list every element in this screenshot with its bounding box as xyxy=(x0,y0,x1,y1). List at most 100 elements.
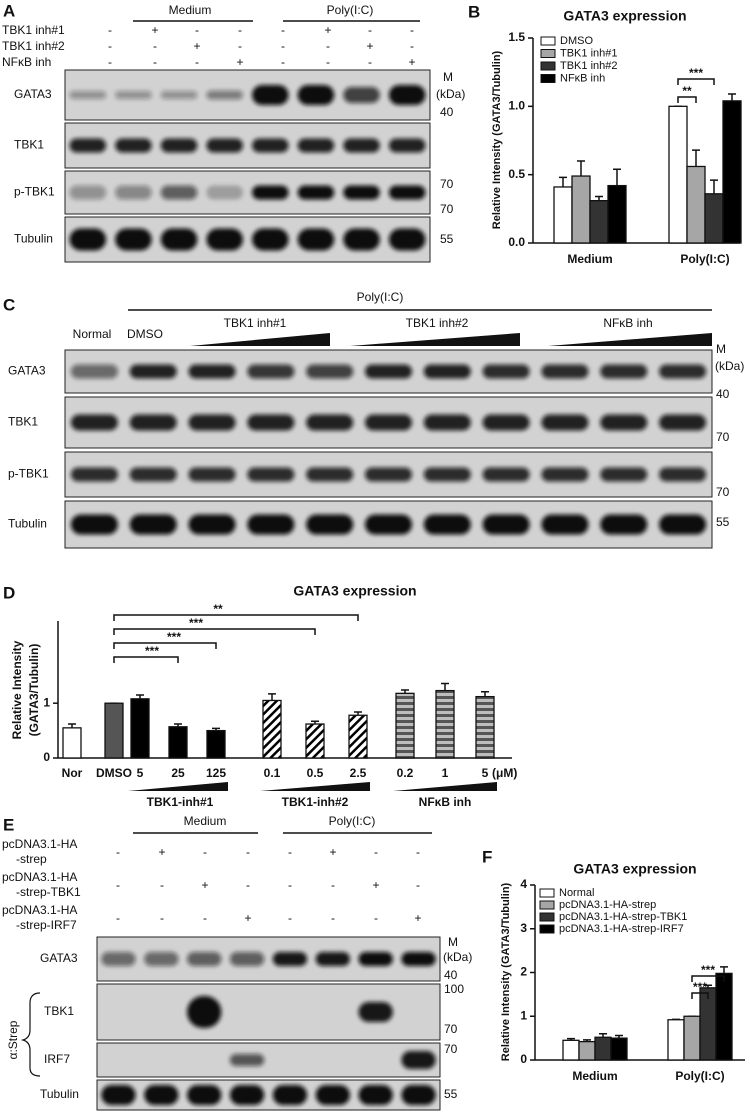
marker: 40 xyxy=(716,387,730,401)
sign: - xyxy=(195,23,199,37)
sign: - xyxy=(116,845,120,859)
sign: - xyxy=(374,845,378,859)
panel-letter: A xyxy=(3,1,15,20)
significance-bracket xyxy=(691,975,725,982)
bar xyxy=(562,1039,580,1061)
sign: - xyxy=(331,878,335,892)
sign: - xyxy=(410,23,414,37)
x-tick-label: 1 xyxy=(442,766,449,780)
group-label: TBK1 inh#1 xyxy=(224,316,287,330)
blot-band xyxy=(69,228,107,251)
sign: + xyxy=(324,23,331,37)
bar xyxy=(704,193,724,244)
group-label: NFκB inh xyxy=(419,795,472,809)
blot-band xyxy=(144,952,179,966)
blot-band xyxy=(206,228,243,251)
blot-band xyxy=(206,90,243,100)
sign: - xyxy=(281,23,285,37)
x-tick-label: 0.2 xyxy=(397,766,414,780)
bar xyxy=(475,695,495,759)
panel-letter: D xyxy=(3,583,15,602)
treatment-label: pcDNA3.1-HA xyxy=(2,903,77,917)
bar xyxy=(667,1019,685,1061)
sign: - xyxy=(288,878,292,892)
blot-label: TBK1 xyxy=(14,138,44,152)
bar xyxy=(104,702,124,759)
bar xyxy=(262,699,282,759)
blot-label: GATA3 xyxy=(40,951,78,965)
dose-wedge xyxy=(548,333,712,346)
group-label: TBK1-inh#2 xyxy=(282,795,349,809)
blot-band xyxy=(343,87,380,103)
legend-label: pcDNA3.1-HA-strep-IRF7 xyxy=(559,923,684,935)
y-tick-label: 1 xyxy=(43,695,50,709)
treatment-label: Poly(I:C) xyxy=(357,290,404,304)
legend-swatch xyxy=(539,888,555,898)
legend-swatch xyxy=(540,74,556,83)
sign: + xyxy=(201,878,208,892)
blot-band xyxy=(306,414,354,431)
group-label: Medium xyxy=(184,814,227,828)
bar xyxy=(206,729,226,759)
legend-label: NFκB inh xyxy=(560,72,605,84)
bar xyxy=(578,1040,596,1061)
bar xyxy=(348,714,368,759)
blot-band xyxy=(187,1085,222,1105)
bar xyxy=(168,726,188,759)
sign: - xyxy=(108,23,112,37)
blot-band xyxy=(160,228,198,251)
blot-band xyxy=(482,467,530,482)
blot-band xyxy=(160,185,198,200)
marker: 55 xyxy=(716,515,730,529)
blot-band xyxy=(160,138,198,153)
blot-band xyxy=(297,138,335,153)
y-axis-label: (GATA3/Tubulin) xyxy=(27,644,41,737)
blot-band xyxy=(188,467,236,482)
blot-band xyxy=(358,1085,393,1105)
blot-band xyxy=(272,1085,308,1105)
blot-band xyxy=(229,1054,265,1066)
blot-band xyxy=(70,364,118,379)
error-bar xyxy=(728,93,736,101)
sign: + xyxy=(372,878,379,892)
significance-bracket xyxy=(113,614,359,621)
x-tick-label: 2.5 xyxy=(350,766,367,780)
bar xyxy=(62,727,82,759)
marker: 40 xyxy=(444,968,458,982)
strep-label: α:Strep xyxy=(6,1020,20,1059)
error-bar xyxy=(710,179,718,194)
blot-label: GATA3 xyxy=(8,364,46,378)
blot-label: p-TBK1 xyxy=(14,185,55,199)
panel-letter: F xyxy=(482,847,492,866)
sign: + xyxy=(158,845,165,859)
y-tick-label: 4 xyxy=(520,877,527,891)
blot-band xyxy=(600,467,648,482)
treatment-label: TBK1 inh#1 xyxy=(2,23,65,37)
bar xyxy=(668,105,688,244)
blot-frame xyxy=(96,1042,441,1078)
sign: - xyxy=(153,39,157,53)
significance-label: ** xyxy=(682,84,692,98)
blot-band xyxy=(541,414,589,431)
blot-band xyxy=(188,414,236,431)
dose-wedge xyxy=(393,782,497,791)
lane-label: Normal xyxy=(73,327,112,341)
blot-label: TBK1 xyxy=(44,1004,74,1018)
sign: - xyxy=(203,845,207,859)
blot-band xyxy=(482,364,530,379)
blot-band xyxy=(306,467,354,482)
error-bar xyxy=(441,682,449,691)
significance-bracket xyxy=(691,992,709,999)
significance-label: *** xyxy=(167,630,181,644)
blot-band xyxy=(229,952,265,966)
sign: + xyxy=(151,23,158,37)
sign: - xyxy=(416,845,420,859)
x-tick-label: 0.1 xyxy=(264,766,281,780)
marker: 100 xyxy=(444,982,464,996)
blot-band xyxy=(659,467,707,482)
treatment-label: -strep xyxy=(16,852,47,866)
legend-swatch xyxy=(539,900,555,910)
x-tick-label: 5 xyxy=(137,766,144,780)
sign: - xyxy=(203,911,207,925)
legend-label: pcDNA3.1-HA-strep xyxy=(559,899,656,911)
